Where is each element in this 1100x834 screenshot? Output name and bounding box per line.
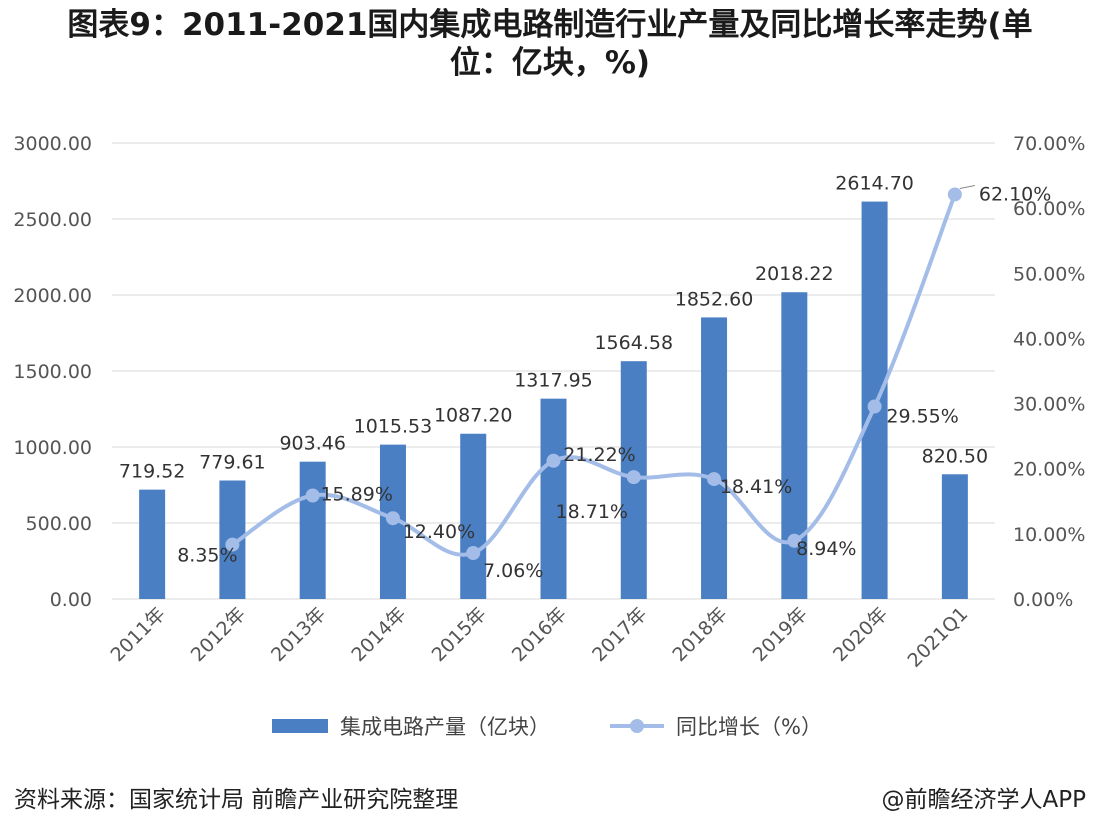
y-right-tick-label: 30.00% (1013, 394, 1085, 416)
line-value-label: 18.71% (556, 501, 628, 523)
y-left-tick-label: 1500.00 (13, 361, 92, 383)
x-category-label: 2020年 (829, 603, 892, 666)
y-left-tick-label: 3000.00 (13, 133, 92, 155)
y-left-tick-label: 0.00 (50, 589, 92, 611)
combo-chart: 0.00 500.00 1000.00 1500.00 2000.00 2500.00 30… (13, 133, 1085, 739)
line-point (867, 399, 882, 414)
bar-value-label: 903.46 (279, 433, 345, 455)
line-value-label: 18.41% (720, 476, 792, 498)
y-right-tick-label: 10.00% (1013, 524, 1085, 546)
y-left-tick-label: 500.00 (26, 513, 92, 535)
bar (781, 292, 808, 599)
line-point (546, 453, 561, 468)
x-category-label: 2018年 (668, 603, 731, 666)
x-category-label: 2011年 (106, 603, 169, 666)
y-right-tick-label: 0.00% (1013, 589, 1073, 611)
bar (460, 433, 487, 599)
x-category-label: 2021Q1 (904, 603, 973, 672)
bar-value-label: 1015.53 (354, 416, 433, 438)
bar (540, 398, 567, 599)
line-point (626, 470, 641, 485)
x-category-label: 2019年 (749, 603, 812, 666)
bar-value-label: 2018.22 (755, 263, 834, 285)
line-value-label: 21.22% (563, 444, 635, 466)
legend-line-marker (630, 719, 644, 733)
bar-value-label: 1564.58 (594, 332, 673, 354)
growth-line (230, 192, 957, 557)
y-right-tick-label: 40.00% (1013, 328, 1085, 350)
bar (701, 317, 728, 599)
line-value-label: 15.89% (320, 483, 392, 505)
line-value-label: 62.10% (979, 183, 1051, 205)
y-right-tick-label: 60.00% (1013, 198, 1085, 220)
y-left-tick-label: 2500.00 (13, 209, 92, 231)
bar-value-label: 779.61 (199, 451, 265, 473)
y-right-tick-label: 20.00% (1013, 459, 1085, 481)
y-left-tick-label: 1000.00 (13, 437, 92, 459)
line-point (787, 533, 802, 548)
bar-value-label: 820.50 (922, 445, 988, 467)
x-category-label: 2016年 (508, 603, 571, 666)
source-note: 资料来源：国家统计局 前瞻产业研究院整理 (14, 787, 459, 813)
bar-value-label: 2614.70 (835, 173, 914, 195)
line-value-label: 8.35% (177, 545, 237, 567)
line-point (947, 187, 962, 202)
bar (941, 474, 968, 599)
line-point (305, 488, 320, 503)
y-right-tick-label: 50.00% (1013, 263, 1085, 285)
bar-value-label: 1087.20 (434, 405, 513, 427)
bar (299, 461, 326, 599)
line-value-label: 12.40% (403, 521, 475, 543)
bar-value-label: 1317.95 (514, 370, 593, 392)
x-category-label: 2017年 (588, 603, 651, 666)
bar-value-label: 719.52 (119, 461, 185, 483)
legend-line-label: 同比增长（%） (676, 715, 822, 739)
legend-bar-label: 集成电路产量（亿块） (340, 715, 550, 739)
credit-text: @前瞻经济学人APP (881, 787, 1086, 813)
label-leader-line (959, 184, 975, 189)
x-category-label: 2013年 (267, 603, 330, 666)
line-value-label: 8.94% (796, 538, 856, 560)
y-left-tick-label: 2000.00 (13, 285, 92, 307)
line-point (385, 511, 400, 526)
line-point (466, 546, 481, 561)
chart-title: 图表9：2011-2021国内集成电路制造行业产量及同比增长率走势(单位：亿块，… (67, 7, 1033, 81)
x-category-label: 2012年 (187, 603, 250, 666)
bar-value-label: 1852.60 (675, 288, 754, 310)
legend-bar-swatch (272, 719, 328, 733)
line-value-label: 29.55% (886, 406, 958, 428)
bar (139, 489, 166, 599)
line-point (707, 472, 722, 487)
line-point (225, 537, 240, 552)
y-right-tick-label: 70.00% (1013, 133, 1085, 155)
line-value-label: 7.06% (483, 560, 543, 582)
x-category-label: 2015年 (428, 603, 491, 666)
x-category-label: 2014年 (347, 603, 410, 666)
